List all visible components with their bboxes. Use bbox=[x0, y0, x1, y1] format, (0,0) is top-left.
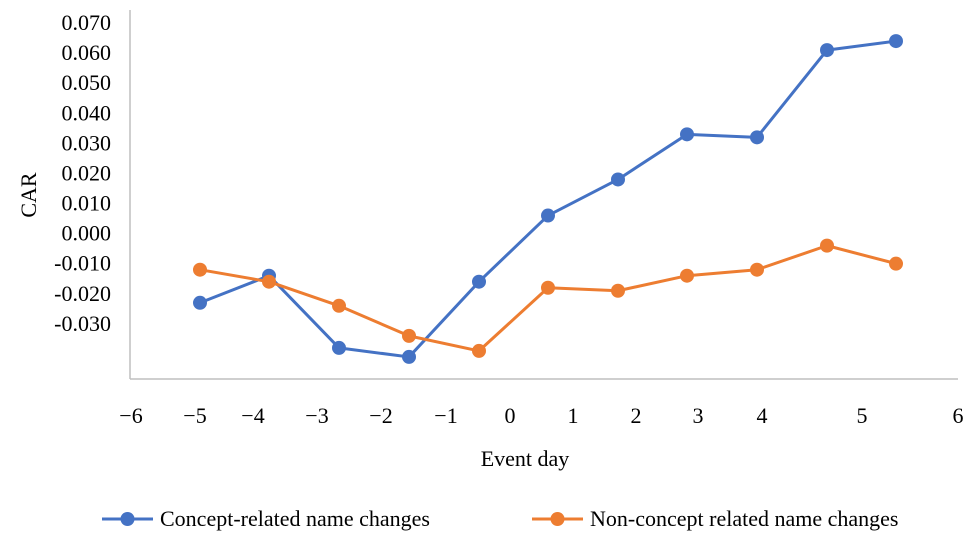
y-axis-ticks: 0.070 0.060 0.050 0.040 0.030 0.020 0.010 0.000… bbox=[54, 10, 111, 336]
data-point bbox=[889, 256, 903, 271]
y-tick-label: 0.060 bbox=[62, 40, 112, 65]
data-point bbox=[402, 349, 416, 364]
data-point bbox=[472, 274, 486, 289]
legend-label: Concept-related name changes bbox=[160, 506, 430, 531]
y-tick-label: 0.070 bbox=[62, 10, 112, 35]
x-tick-label: 1 bbox=[568, 403, 579, 428]
x-tick-label: −4 bbox=[241, 403, 264, 428]
data-point bbox=[611, 172, 625, 187]
legend-swatch-marker bbox=[120, 512, 135, 526]
x-tick-label: −6 bbox=[119, 403, 142, 428]
data-point bbox=[680, 268, 694, 283]
y-tick-label: 0.000 bbox=[62, 221, 112, 246]
y-tick-label: 0.010 bbox=[62, 191, 112, 216]
data-point bbox=[332, 340, 346, 355]
x-tick-label: 3 bbox=[693, 403, 704, 428]
legend: Concept-related name changes Non-concept … bbox=[102, 506, 898, 531]
x-tick-label: −1 bbox=[434, 403, 457, 428]
data-point bbox=[820, 43, 834, 58]
data-point bbox=[332, 298, 346, 313]
legend-item: Non-concept related name changes bbox=[532, 506, 898, 531]
x-tick-label: −3 bbox=[305, 403, 328, 428]
y-tick-label: 0.030 bbox=[62, 130, 112, 155]
legend-swatch-marker bbox=[550, 512, 565, 526]
y-axis-title: CAR bbox=[16, 172, 41, 218]
legend-item: Concept-related name changes bbox=[102, 506, 430, 531]
data-point bbox=[750, 130, 764, 145]
data-point bbox=[889, 34, 903, 49]
data-point bbox=[262, 274, 276, 289]
x-tick-label: 4 bbox=[757, 403, 768, 428]
data-point bbox=[472, 343, 486, 358]
data-point bbox=[820, 238, 834, 253]
data-point bbox=[402, 328, 416, 343]
series-line bbox=[199, 39, 897, 359]
data-point bbox=[680, 127, 694, 142]
x-axis-ticks: −6 −5 −4 −3 −2 −1 0 1 2 3 4 5 6 bbox=[119, 403, 963, 428]
series-1 bbox=[193, 34, 903, 364]
data-point bbox=[541, 208, 555, 223]
series-layer bbox=[193, 34, 903, 364]
x-tick-label: −2 bbox=[369, 403, 392, 428]
data-point bbox=[611, 283, 625, 298]
legend-label: Non-concept related name changes bbox=[590, 506, 898, 531]
y-tick-label: 0.020 bbox=[62, 160, 112, 185]
y-tick-label: 0.040 bbox=[62, 100, 112, 125]
x-tick-label: 0 bbox=[505, 403, 516, 428]
data-point bbox=[750, 262, 764, 277]
y-tick-label: -0.020 bbox=[54, 281, 111, 306]
x-axis-title: Event day bbox=[481, 446, 570, 471]
x-tick-label: 5 bbox=[857, 403, 868, 428]
y-tick-label: -0.010 bbox=[54, 251, 111, 276]
data-point bbox=[193, 262, 207, 277]
x-tick-label: 2 bbox=[631, 403, 642, 428]
x-tick-label: −5 bbox=[183, 403, 206, 428]
y-tick-label: 0.050 bbox=[62, 70, 112, 95]
x-tick-label: 6 bbox=[953, 403, 964, 428]
y-tick-label: -0.030 bbox=[54, 311, 111, 336]
series-2 bbox=[193, 238, 903, 358]
data-point bbox=[541, 280, 555, 295]
data-point bbox=[193, 295, 207, 310]
series-line bbox=[199, 244, 897, 353]
